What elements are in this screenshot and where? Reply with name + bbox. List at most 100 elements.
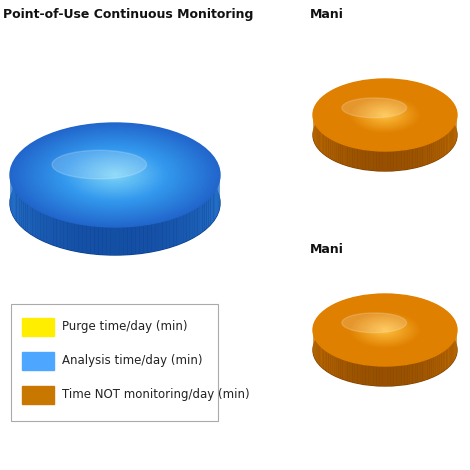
- Ellipse shape: [63, 149, 167, 201]
- Polygon shape: [25, 202, 28, 232]
- Ellipse shape: [350, 313, 420, 347]
- Polygon shape: [388, 151, 391, 171]
- Polygon shape: [53, 217, 57, 246]
- Ellipse shape: [380, 113, 390, 118]
- Ellipse shape: [337, 306, 433, 354]
- Ellipse shape: [345, 95, 424, 135]
- Polygon shape: [177, 216, 180, 245]
- Polygon shape: [355, 148, 358, 168]
- Ellipse shape: [24, 130, 206, 220]
- Polygon shape: [413, 148, 415, 168]
- Ellipse shape: [66, 151, 164, 199]
- Polygon shape: [41, 212, 44, 241]
- Ellipse shape: [318, 297, 452, 364]
- Ellipse shape: [97, 166, 133, 184]
- Ellipse shape: [346, 96, 423, 134]
- Ellipse shape: [314, 295, 456, 365]
- Polygon shape: [366, 365, 368, 385]
- Polygon shape: [350, 361, 352, 382]
- Polygon shape: [402, 365, 405, 385]
- Ellipse shape: [94, 164, 136, 185]
- Ellipse shape: [36, 136, 194, 214]
- Polygon shape: [371, 150, 374, 171]
- Ellipse shape: [43, 140, 187, 211]
- Polygon shape: [119, 227, 123, 255]
- Ellipse shape: [45, 141, 185, 210]
- Polygon shape: [415, 362, 418, 383]
- Polygon shape: [330, 138, 332, 159]
- Polygon shape: [340, 358, 343, 379]
- Polygon shape: [407, 364, 410, 384]
- Polygon shape: [427, 143, 430, 164]
- Ellipse shape: [333, 304, 437, 356]
- Polygon shape: [432, 141, 434, 162]
- Polygon shape: [57, 218, 60, 247]
- Ellipse shape: [373, 324, 397, 336]
- Polygon shape: [441, 351, 443, 372]
- Ellipse shape: [103, 169, 127, 181]
- Polygon shape: [11, 183, 12, 213]
- Ellipse shape: [96, 165, 134, 185]
- Ellipse shape: [380, 328, 390, 332]
- Ellipse shape: [332, 304, 438, 356]
- Polygon shape: [330, 353, 332, 375]
- Polygon shape: [405, 149, 407, 170]
- Ellipse shape: [381, 113, 389, 117]
- Polygon shape: [35, 209, 38, 238]
- Polygon shape: [319, 344, 320, 365]
- Ellipse shape: [332, 89, 438, 141]
- Ellipse shape: [111, 173, 118, 177]
- Polygon shape: [64, 220, 67, 249]
- Polygon shape: [438, 353, 440, 375]
- Polygon shape: [151, 223, 155, 252]
- Polygon shape: [215, 189, 216, 219]
- Polygon shape: [135, 226, 140, 254]
- Polygon shape: [317, 343, 319, 364]
- Polygon shape: [192, 209, 195, 238]
- Ellipse shape: [329, 302, 441, 358]
- Ellipse shape: [350, 98, 420, 133]
- Polygon shape: [438, 138, 440, 159]
- Ellipse shape: [376, 111, 393, 119]
- Polygon shape: [132, 226, 135, 254]
- Polygon shape: [448, 346, 449, 368]
- Polygon shape: [336, 356, 338, 377]
- Text: Mani: Mani: [310, 243, 344, 256]
- Ellipse shape: [21, 128, 210, 222]
- Polygon shape: [391, 366, 393, 386]
- Polygon shape: [329, 137, 330, 158]
- Polygon shape: [425, 144, 427, 165]
- Polygon shape: [430, 357, 432, 378]
- Text: Purge time/day (min): Purge time/day (min): [62, 320, 188, 333]
- Ellipse shape: [40, 138, 190, 212]
- Polygon shape: [448, 131, 449, 153]
- Polygon shape: [453, 126, 454, 148]
- Polygon shape: [347, 146, 350, 166]
- Polygon shape: [454, 338, 455, 360]
- Polygon shape: [212, 193, 213, 223]
- Polygon shape: [393, 366, 396, 386]
- Polygon shape: [94, 226, 99, 254]
- Ellipse shape: [361, 318, 409, 342]
- Polygon shape: [32, 207, 35, 237]
- Polygon shape: [20, 197, 22, 227]
- Ellipse shape: [330, 302, 440, 358]
- Polygon shape: [159, 221, 163, 250]
- Polygon shape: [455, 336, 456, 357]
- Ellipse shape: [87, 161, 143, 189]
- Polygon shape: [28, 204, 30, 234]
- Polygon shape: [360, 149, 363, 169]
- Ellipse shape: [374, 110, 396, 120]
- Polygon shape: [186, 212, 189, 241]
- Polygon shape: [173, 217, 177, 246]
- Polygon shape: [12, 185, 13, 215]
- Polygon shape: [14, 189, 15, 219]
- Ellipse shape: [47, 141, 183, 209]
- Ellipse shape: [360, 102, 410, 127]
- Polygon shape: [343, 144, 345, 165]
- Polygon shape: [454, 124, 455, 145]
- Ellipse shape: [376, 326, 393, 334]
- Ellipse shape: [317, 81, 454, 149]
- Polygon shape: [143, 225, 148, 253]
- Polygon shape: [319, 129, 320, 150]
